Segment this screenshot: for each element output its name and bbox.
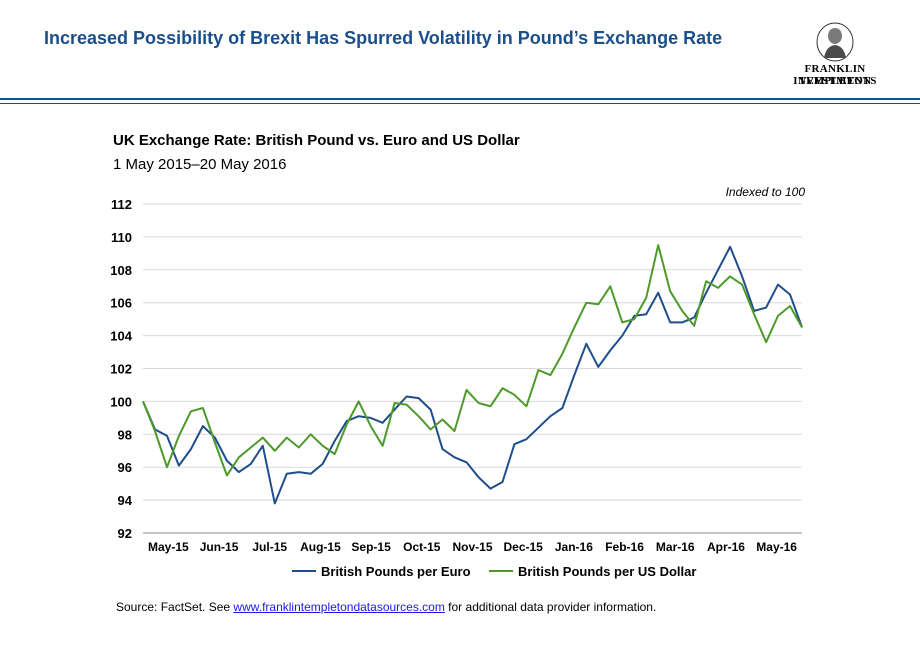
x-tick-label: Jan-16 (555, 540, 593, 554)
y-tick-label: 102 (110, 362, 132, 377)
y-tick-label: 106 (110, 296, 132, 311)
header-rule-thin (0, 103, 920, 104)
x-tick-label: Jul-15 (252, 540, 287, 554)
y-tick-label: 98 (118, 427, 132, 442)
logo-name-line1: FRANKLIN TEMPLETON (798, 63, 872, 87)
x-tick-label: May-16 (756, 540, 797, 554)
x-tick-label: May-15 (148, 540, 189, 554)
legend-label: British Pounds per Euro (321, 564, 471, 579)
ben-franklin-portrait-icon (816, 22, 854, 62)
logo-name-line2: INVESTMENTS (793, 75, 877, 87)
y-tick-label: 92 (118, 526, 132, 541)
y-tick-label: 112 (111, 197, 132, 212)
x-tick-label: Feb-16 (605, 540, 644, 554)
series-line-gbp-per-euro (142, 245, 803, 505)
x-tick-label: Apr-16 (707, 540, 745, 554)
y-tick-label: 104 (110, 329, 132, 344)
page-title: Increased Possibility of Brexit Has Spur… (44, 28, 723, 48)
franklin-templeton-logo: FRANKLIN TEMPLETON INVESTMENTS (768, 22, 902, 88)
y-tick-label: 96 (118, 460, 132, 475)
x-tick-label: Dec-15 (504, 540, 544, 554)
y-tick-label: 94 (118, 493, 133, 508)
indexed-annotation: Indexed to 100 (726, 185, 806, 199)
header-rule-thick (0, 98, 920, 100)
y-tick-label: 100 (110, 394, 132, 409)
legend-label: British Pounds per US Dollar (518, 564, 696, 579)
x-tick-label: Nov-15 (452, 540, 492, 554)
source-prefix: Source: FactSet. See (116, 600, 234, 614)
x-tick-label: Oct-15 (403, 540, 441, 554)
source-suffix: for additional data provider information… (444, 600, 657, 614)
x-tick-label: Jun-15 (200, 540, 239, 554)
chart-title: UK Exchange Rate: British Pound vs. Euro… (113, 132, 520, 149)
series-line-gbp-per-usd (142, 244, 803, 477)
y-tick-label: 110 (111, 230, 132, 245)
y-tick-label: 108 (110, 263, 132, 278)
data-sources-link[interactable]: www.franklintempletondatasources.com (233, 600, 445, 614)
x-tick-label: Sep-15 (351, 540, 391, 554)
x-tick-label: Mar-16 (656, 540, 695, 554)
source-note: Source: FactSet. See www.franklintemplet… (116, 600, 656, 614)
x-tick-label: Aug-15 (300, 540, 341, 554)
chart-subtitle: 1 May 2015–20 May 2016 (113, 156, 287, 173)
